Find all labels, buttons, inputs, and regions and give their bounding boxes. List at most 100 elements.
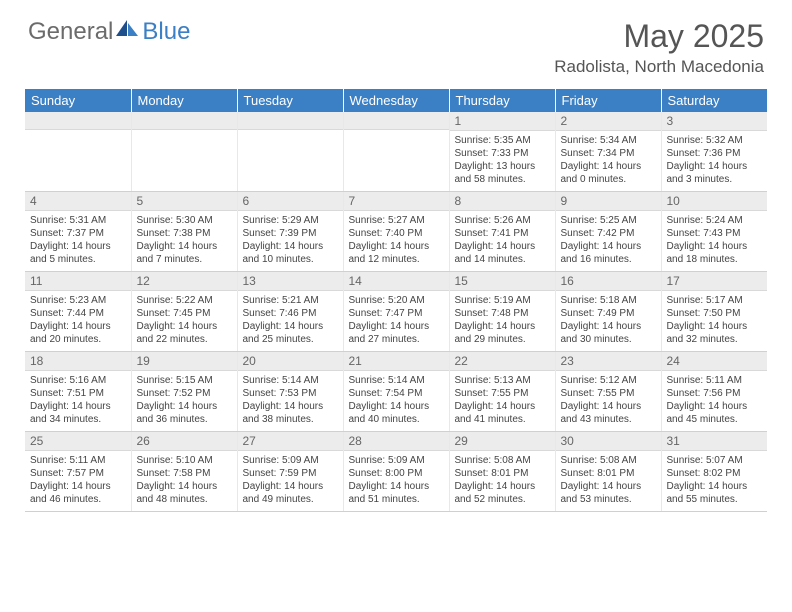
calendar-day-cell: 4Sunrise: 5:31 AMSunset: 7:37 PMDaylight… (25, 192, 131, 272)
sunrise-text: Sunrise: 5:09 AM (243, 454, 338, 467)
daylight-text: Daylight: 14 hours and 30 minutes. (561, 320, 656, 346)
daylight-text: Daylight: 14 hours and 52 minutes. (455, 480, 550, 506)
day-content: Sunrise: 5:29 AMSunset: 7:39 PMDaylight:… (238, 211, 343, 271)
sunrise-text: Sunrise: 5:30 AM (137, 214, 232, 227)
daylight-text: Daylight: 14 hours and 46 minutes. (30, 480, 126, 506)
calendar-day-cell: 22Sunrise: 5:13 AMSunset: 7:55 PMDayligh… (449, 352, 555, 432)
day-content: Sunrise: 5:20 AMSunset: 7:47 PMDaylight:… (344, 291, 449, 351)
day-content: Sunrise: 5:09 AMSunset: 8:00 PMDaylight:… (344, 451, 449, 511)
calendar-day-cell: 3Sunrise: 5:32 AMSunset: 7:36 PMDaylight… (661, 112, 767, 192)
day-content (238, 130, 343, 190)
day-number: 29 (450, 432, 555, 451)
day-content: Sunrise: 5:26 AMSunset: 7:41 PMDaylight:… (450, 211, 555, 271)
calendar-day-cell: 15Sunrise: 5:19 AMSunset: 7:48 PMDayligh… (449, 272, 555, 352)
brand-part2: Blue (142, 18, 190, 46)
sunrise-text: Sunrise: 5:13 AM (455, 374, 550, 387)
calendar-day-cell: 29Sunrise: 5:08 AMSunset: 8:01 PMDayligh… (449, 432, 555, 512)
weekday-header: Monday (131, 89, 237, 112)
calendar-day-cell: 1Sunrise: 5:35 AMSunset: 7:33 PMDaylight… (449, 112, 555, 192)
sunset-text: Sunset: 7:33 PM (455, 147, 550, 160)
day-content: Sunrise: 5:14 AMSunset: 7:53 PMDaylight:… (238, 371, 343, 431)
calendar-week-row: 18Sunrise: 5:16 AMSunset: 7:51 PMDayligh… (25, 352, 767, 432)
day-number: 3 (662, 112, 768, 131)
day-content: Sunrise: 5:32 AMSunset: 7:36 PMDaylight:… (662, 131, 768, 191)
sunset-text: Sunset: 8:01 PM (561, 467, 656, 480)
daylight-text: Daylight: 14 hours and 16 minutes. (561, 240, 656, 266)
sunset-text: Sunset: 7:34 PM (561, 147, 656, 160)
sunrise-text: Sunrise: 5:22 AM (137, 294, 232, 307)
day-content: Sunrise: 5:27 AMSunset: 7:40 PMDaylight:… (344, 211, 449, 271)
calendar-day-cell: 31Sunrise: 5:07 AMSunset: 8:02 PMDayligh… (661, 432, 767, 512)
day-content: Sunrise: 5:12 AMSunset: 7:55 PMDaylight:… (556, 371, 661, 431)
day-number: 31 (662, 432, 768, 451)
day-content (132, 130, 237, 190)
calendar-week-row: 1Sunrise: 5:35 AMSunset: 7:33 PMDaylight… (25, 112, 767, 192)
daylight-text: Daylight: 14 hours and 45 minutes. (667, 400, 763, 426)
day-content: Sunrise: 5:35 AMSunset: 7:33 PMDaylight:… (450, 131, 555, 191)
sunrise-text: Sunrise: 5:07 AM (667, 454, 763, 467)
day-number (25, 112, 131, 130)
sunset-text: Sunset: 7:39 PM (243, 227, 338, 240)
sunset-text: Sunset: 7:55 PM (561, 387, 656, 400)
day-number: 8 (450, 192, 555, 211)
day-content (25, 130, 131, 190)
day-content: Sunrise: 5:07 AMSunset: 8:02 PMDaylight:… (662, 451, 768, 511)
day-number: 1 (450, 112, 555, 131)
day-number: 28 (344, 432, 449, 451)
daylight-text: Daylight: 14 hours and 53 minutes. (561, 480, 656, 506)
sunrise-text: Sunrise: 5:10 AM (137, 454, 232, 467)
sail-icon (116, 20, 138, 45)
day-content: Sunrise: 5:30 AMSunset: 7:38 PMDaylight:… (132, 211, 237, 271)
daylight-text: Daylight: 14 hours and 51 minutes. (349, 480, 444, 506)
daylight-text: Daylight: 13 hours and 58 minutes. (455, 160, 550, 186)
sunrise-text: Sunrise: 5:15 AM (137, 374, 232, 387)
sunset-text: Sunset: 7:46 PM (243, 307, 338, 320)
day-number: 9 (556, 192, 661, 211)
day-number: 19 (132, 352, 237, 371)
calendar-day-cell: 14Sunrise: 5:20 AMSunset: 7:47 PMDayligh… (343, 272, 449, 352)
sunrise-text: Sunrise: 5:14 AM (349, 374, 444, 387)
calendar-day-cell: 28Sunrise: 5:09 AMSunset: 8:00 PMDayligh… (343, 432, 449, 512)
sunset-text: Sunset: 8:00 PM (349, 467, 444, 480)
calendar-day-cell (237, 112, 343, 192)
sunrise-text: Sunrise: 5:27 AM (349, 214, 444, 227)
daylight-text: Daylight: 14 hours and 49 minutes. (243, 480, 338, 506)
sunrise-text: Sunrise: 5:32 AM (667, 134, 763, 147)
daylight-text: Daylight: 14 hours and 10 minutes. (243, 240, 338, 266)
sunset-text: Sunset: 7:59 PM (243, 467, 338, 480)
day-number: 25 (25, 432, 131, 451)
sunrise-text: Sunrise: 5:14 AM (243, 374, 338, 387)
calendar-day-cell: 11Sunrise: 5:23 AMSunset: 7:44 PMDayligh… (25, 272, 131, 352)
sunset-text: Sunset: 7:42 PM (561, 227, 656, 240)
daylight-text: Daylight: 14 hours and 43 minutes. (561, 400, 656, 426)
weekday-header: Friday (555, 89, 661, 112)
day-content: Sunrise: 5:23 AMSunset: 7:44 PMDaylight:… (25, 291, 131, 351)
sunrise-text: Sunrise: 5:26 AM (455, 214, 550, 227)
calendar-day-cell: 21Sunrise: 5:14 AMSunset: 7:54 PMDayligh… (343, 352, 449, 432)
day-number (344, 112, 449, 130)
day-content: Sunrise: 5:11 AMSunset: 7:57 PMDaylight:… (25, 451, 131, 511)
sunrise-text: Sunrise: 5:21 AM (243, 294, 338, 307)
daylight-text: Daylight: 14 hours and 12 minutes. (349, 240, 444, 266)
sunrise-text: Sunrise: 5:09 AM (349, 454, 444, 467)
sunrise-text: Sunrise: 5:20 AM (349, 294, 444, 307)
day-content: Sunrise: 5:17 AMSunset: 7:50 PMDaylight:… (662, 291, 768, 351)
calendar-day-cell: 19Sunrise: 5:15 AMSunset: 7:52 PMDayligh… (131, 352, 237, 432)
sunrise-text: Sunrise: 5:12 AM (561, 374, 656, 387)
calendar-day-cell: 23Sunrise: 5:12 AMSunset: 7:55 PMDayligh… (555, 352, 661, 432)
day-content: Sunrise: 5:19 AMSunset: 7:48 PMDaylight:… (450, 291, 555, 351)
sunrise-text: Sunrise: 5:25 AM (561, 214, 656, 227)
sunrise-text: Sunrise: 5:18 AM (561, 294, 656, 307)
calendar-day-cell (25, 112, 131, 192)
day-content: Sunrise: 5:13 AMSunset: 7:55 PMDaylight:… (450, 371, 555, 431)
day-number: 22 (450, 352, 555, 371)
sunset-text: Sunset: 7:48 PM (455, 307, 550, 320)
sunrise-text: Sunrise: 5:29 AM (243, 214, 338, 227)
sunset-text: Sunset: 7:49 PM (561, 307, 656, 320)
calendar-day-cell: 24Sunrise: 5:11 AMSunset: 7:56 PMDayligh… (661, 352, 767, 432)
daylight-text: Daylight: 14 hours and 18 minutes. (667, 240, 763, 266)
weekday-header: Thursday (449, 89, 555, 112)
daylight-text: Daylight: 14 hours and 48 minutes. (137, 480, 232, 506)
day-number: 21 (344, 352, 449, 371)
calendar-day-cell (131, 112, 237, 192)
